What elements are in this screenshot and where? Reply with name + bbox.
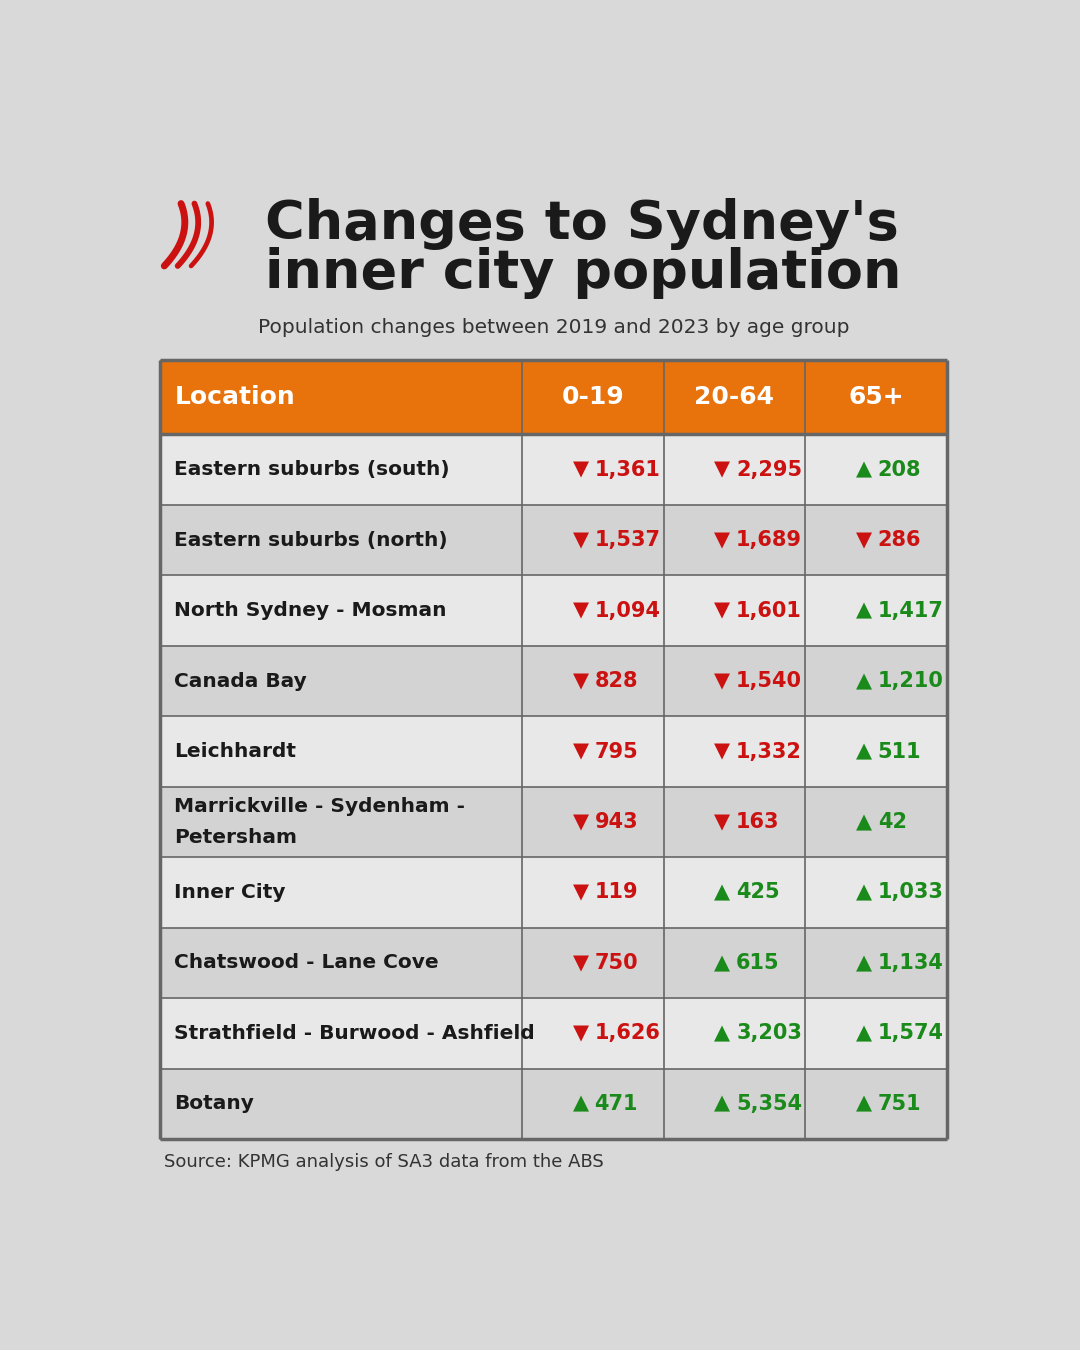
Text: Population changes between 2019 and 2023 by age group: Population changes between 2019 and 2023… (258, 319, 849, 338)
Text: Eastern suburbs (south): Eastern suburbs (south) (174, 460, 450, 479)
Text: Petersham: Petersham (174, 828, 297, 846)
Text: Changes to Sydney's: Changes to Sydney's (265, 198, 899, 250)
Bar (160, 927, 947, 998)
Text: 286: 286 (878, 531, 921, 549)
Text: ▲: ▲ (855, 1023, 872, 1044)
Text: ▼: ▼ (714, 741, 730, 761)
Bar (160, 359, 947, 435)
Text: 425: 425 (737, 883, 780, 902)
Text: ▲: ▲ (855, 741, 872, 761)
Bar (160, 787, 947, 857)
Text: ▲: ▲ (855, 671, 872, 691)
Bar (160, 505, 947, 575)
Text: ▲: ▲ (855, 883, 872, 902)
Text: ▲: ▲ (855, 811, 872, 832)
Text: Botany: Botany (174, 1095, 254, 1114)
Text: ▲: ▲ (572, 1094, 589, 1114)
Text: 163: 163 (737, 811, 780, 832)
Text: ▼: ▼ (714, 459, 730, 479)
Text: Marrickville - Sydenham -: Marrickville - Sydenham - (174, 796, 465, 815)
Text: 42: 42 (878, 811, 907, 832)
Text: ▲: ▲ (714, 953, 730, 973)
Text: ▼: ▼ (572, 953, 589, 973)
Text: ▲: ▲ (855, 1094, 872, 1114)
Text: 943: 943 (594, 811, 638, 832)
Text: 1,094: 1,094 (594, 601, 661, 621)
Text: ▲: ▲ (855, 459, 872, 479)
Text: ▲: ▲ (855, 601, 872, 621)
Text: ▲: ▲ (714, 1094, 730, 1114)
Text: ▼: ▼ (714, 811, 730, 832)
Text: 1,601: 1,601 (737, 601, 802, 621)
Text: 1,210: 1,210 (878, 671, 944, 691)
Text: ▼: ▼ (572, 883, 589, 902)
Bar (160, 435, 947, 505)
Bar (160, 1069, 947, 1139)
Text: Leichhardt: Leichhardt (174, 743, 296, 761)
Text: ▼: ▼ (572, 1023, 589, 1044)
Text: 828: 828 (594, 671, 638, 691)
Text: 750: 750 (594, 953, 638, 973)
Text: ▼: ▼ (572, 811, 589, 832)
Text: ▲: ▲ (714, 883, 730, 902)
Text: 208: 208 (878, 459, 921, 479)
Text: Inner City: Inner City (174, 883, 286, 902)
Text: inner city population: inner city population (265, 247, 901, 300)
Text: North Sydney - Mosman: North Sydney - Mosman (174, 601, 447, 620)
Text: 1,626: 1,626 (594, 1023, 660, 1044)
Bar (160, 645, 947, 717)
Text: ▼: ▼ (572, 531, 589, 549)
Text: ▼: ▼ (714, 671, 730, 691)
Text: Canada Bay: Canada Bay (174, 671, 307, 690)
Text: 615: 615 (737, 953, 780, 973)
Bar (160, 575, 947, 645)
Text: 2,295: 2,295 (737, 459, 802, 479)
Text: ▼: ▼ (572, 459, 589, 479)
Text: 1,033: 1,033 (878, 883, 944, 902)
Text: Source: KPMG analysis of SA3 data from the ABS: Source: KPMG analysis of SA3 data from t… (164, 1153, 604, 1170)
Text: ▼: ▼ (572, 671, 589, 691)
Bar (160, 717, 947, 787)
Text: 1,417: 1,417 (878, 601, 944, 621)
Text: 1,134: 1,134 (878, 953, 944, 973)
Text: 1,574: 1,574 (878, 1023, 944, 1044)
Text: 119: 119 (594, 883, 638, 902)
Text: ▼: ▼ (714, 601, 730, 621)
Text: 5,354: 5,354 (737, 1094, 802, 1114)
Text: 795: 795 (594, 741, 638, 761)
Text: 3,203: 3,203 (737, 1023, 802, 1044)
Text: 471: 471 (594, 1094, 638, 1114)
Bar (160, 857, 947, 927)
Text: 511: 511 (878, 741, 921, 761)
Text: 1,689: 1,689 (737, 531, 802, 549)
Text: ▼: ▼ (855, 531, 872, 549)
Text: ▼: ▼ (714, 531, 730, 549)
Text: Eastern suburbs (north): Eastern suburbs (north) (174, 531, 448, 549)
Text: 0-19: 0-19 (562, 385, 624, 409)
Text: ▼: ▼ (572, 601, 589, 621)
Text: 751: 751 (878, 1094, 921, 1114)
Text: Location: Location (174, 385, 295, 409)
Text: ▲: ▲ (714, 1023, 730, 1044)
Text: 1,537: 1,537 (594, 531, 661, 549)
Text: Strathfield - Burwood - Ashfield: Strathfield - Burwood - Ashfield (174, 1023, 535, 1044)
Text: ▲: ▲ (855, 953, 872, 973)
Text: 20-64: 20-64 (694, 385, 774, 409)
Text: 1,540: 1,540 (737, 671, 802, 691)
Bar (160, 998, 947, 1069)
Text: ▼: ▼ (572, 741, 589, 761)
Text: Chatswood - Lane Cove: Chatswood - Lane Cove (174, 953, 438, 972)
Text: 1,361: 1,361 (594, 459, 660, 479)
Text: 1,332: 1,332 (737, 741, 802, 761)
Text: 65+: 65+ (848, 385, 904, 409)
